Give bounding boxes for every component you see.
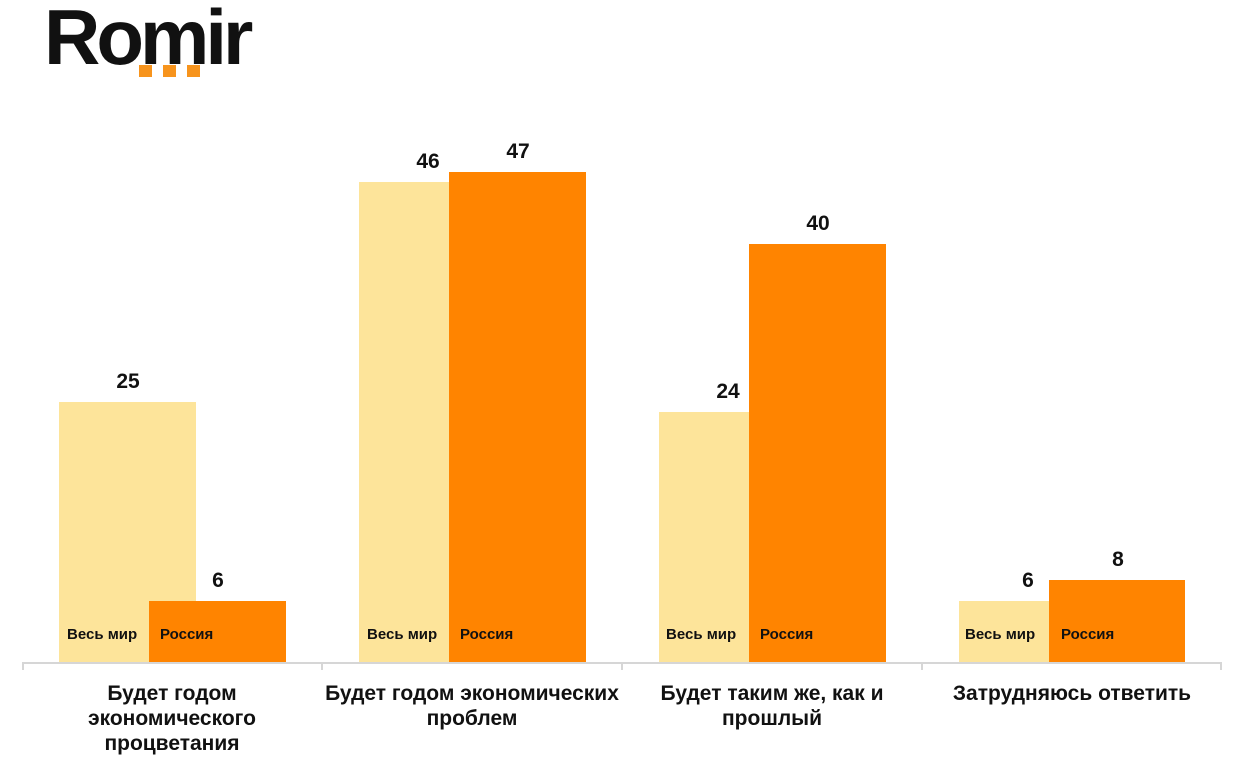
value-label: 47 (506, 140, 530, 163)
series-label-world: Весь мир (965, 626, 1036, 643)
axis-tick (1220, 662, 1222, 670)
series-label-world: Весь мир (367, 626, 438, 643)
logo-dots (139, 65, 200, 77)
series-label-world: Весь мир (666, 626, 737, 643)
axis-tick (921, 662, 923, 670)
series-label-world: Весь мир (67, 626, 138, 643)
category-label: Будет таким же, как и прошлый (660, 682, 884, 730)
series-label-russia: Россия (1061, 626, 1115, 643)
bar-russia-undecided (1049, 580, 1185, 663)
value-label: 24 (716, 380, 740, 403)
value-label: 6 (212, 569, 224, 592)
bar-russia-prosperity (149, 601, 286, 663)
logo-dot (187, 65, 200, 77)
series-label-russia: Россия (160, 626, 214, 643)
logo-text: Romir (44, 0, 253, 81)
axis-tick (22, 662, 24, 670)
bar-russia-problems (449, 172, 586, 663)
value-label: 40 (806, 212, 830, 235)
romir-logo: Romir (44, 0, 253, 81)
category-label: Затрудняюсь ответить (952, 682, 1192, 705)
series-label-russia: Россия (460, 626, 514, 643)
value-label: 8 (1112, 548, 1124, 571)
category-label: Будет годом экономического процветания (88, 682, 256, 755)
category-label: Будет годом экономических проблем (325, 682, 619, 730)
series-label-russia: Россия (760, 626, 814, 643)
bar-russia-same (749, 244, 886, 663)
value-label: 6 (1022, 569, 1034, 592)
logo-dot (139, 65, 152, 77)
axis-tick (321, 662, 323, 670)
value-label: 25 (116, 370, 140, 393)
axis-tick (621, 662, 623, 670)
logo-dot (163, 65, 176, 77)
value-label: 46 (416, 150, 440, 173)
